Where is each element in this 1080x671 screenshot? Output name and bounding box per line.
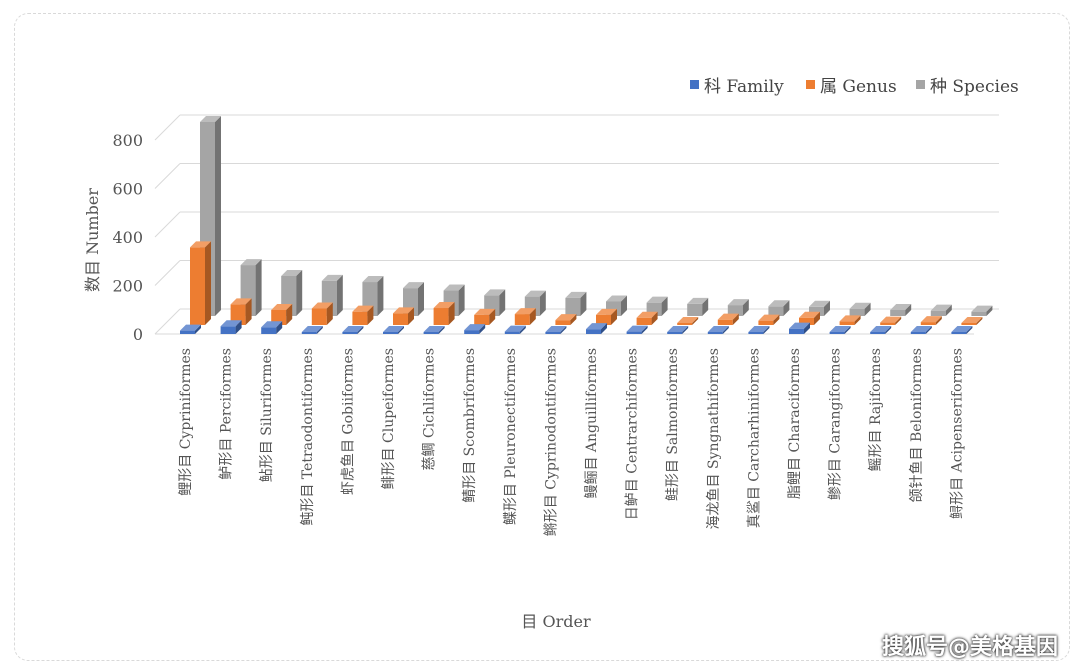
bar-0-5 xyxy=(383,326,404,334)
bar-1-17 xyxy=(880,316,902,325)
legend-swatch xyxy=(916,80,925,89)
bar-2-15 xyxy=(809,300,830,316)
bar-0-2 xyxy=(261,321,283,334)
x-axis-title: 目 Order xyxy=(521,612,591,631)
y-tick-600: 600 xyxy=(112,180,143,199)
x-tick-0: 鲤形目 Cypriniformes xyxy=(178,348,194,496)
x-tick-16: 鲹形目 Carangiformes xyxy=(828,348,844,500)
bar-0-13 xyxy=(707,326,729,334)
bar-0-17 xyxy=(870,326,892,334)
legend-item-0: 科 Family xyxy=(690,77,784,97)
legend-swatch xyxy=(806,80,815,89)
x-tick-15: 脂鲤目 Characiformes xyxy=(787,348,803,499)
x-category-labels: 鲤形目 Cypriniformes 鲈形目 Perciformes 鲇形目 Silu… xyxy=(178,348,965,536)
x-tick-7: 鲭形目 Scombriformes xyxy=(462,348,478,503)
legend-item-1: 属 Genus xyxy=(806,77,897,97)
bar-1-7 xyxy=(474,308,496,325)
y-axis-title: 数目 Number xyxy=(83,188,102,292)
bar-0-14 xyxy=(748,326,770,334)
bar-2-17 xyxy=(890,303,912,316)
bar-1-13 xyxy=(717,313,739,325)
bar-1-6 xyxy=(433,302,455,325)
bar-2-5 xyxy=(403,282,424,316)
gridline-side-400 xyxy=(154,211,181,238)
bar-2-18 xyxy=(930,304,952,316)
bar-2-16 xyxy=(849,302,871,316)
bar-1-10 xyxy=(596,308,617,325)
bar-1-12 xyxy=(677,317,699,325)
bar-1-19 xyxy=(961,317,983,325)
bar-2-19 xyxy=(971,305,993,316)
gridline-side-200 xyxy=(154,260,181,286)
legend: 科 Family 属 Genus 种 Species xyxy=(690,77,1019,97)
bar-1-3 xyxy=(311,302,333,325)
x-tick-18: 颌针鱼目 Beloniformes xyxy=(908,348,925,502)
legend-label: 种 Species xyxy=(930,77,1019,97)
bar-0-19 xyxy=(951,326,973,334)
bar-0-18 xyxy=(910,326,932,334)
y-tick-800: 800 xyxy=(112,131,143,150)
bar-1-0 xyxy=(190,241,211,325)
bar-2-13 xyxy=(727,299,749,316)
bar-1-4 xyxy=(352,305,374,325)
bar-2-14 xyxy=(768,300,790,316)
x-tick-1: 鲈形目 Perciformes xyxy=(219,348,235,480)
bar-0-3 xyxy=(301,326,323,334)
bar-1-1 xyxy=(230,298,252,325)
legend-item-2: 种 Species xyxy=(916,77,1019,97)
bar-0-8 xyxy=(504,325,526,334)
x-tick-6: 慈鲷 Cichliformes xyxy=(422,348,438,471)
bar-0-0 xyxy=(180,324,201,334)
bar-1-18 xyxy=(920,316,942,325)
x-tick-4: 虾虎鱼目 Gobiiformes xyxy=(339,348,356,495)
x-tick-10: 鳗鲡目 Anguilliformes xyxy=(584,348,600,499)
x-tick-2: 鲇形目 Siluriformes xyxy=(259,348,275,482)
x-tick-3: 鲀形目 Tetraodontiformes xyxy=(300,348,316,526)
x-tick-11: 日鲈目 Centrarchiformes xyxy=(625,348,641,520)
x-tick-8: 鲽形目 Pleuronectiformes xyxy=(503,348,519,525)
bar-1-16 xyxy=(839,315,861,325)
chart-frame xyxy=(14,13,1070,661)
bar-0-10 xyxy=(586,323,607,334)
x-tick-19: 鲟形目 Acipenseriformes xyxy=(949,348,965,519)
bar-1-5 xyxy=(393,307,414,325)
y-tick-labels: 0 200 400 600 800 xyxy=(112,131,143,344)
bars xyxy=(180,116,993,334)
x-tick-12: 鲑形目 Salmoniformes xyxy=(665,348,681,501)
y-tick-200: 200 xyxy=(112,277,143,296)
bar-1-15 xyxy=(799,311,820,325)
bar-0-16 xyxy=(829,326,851,334)
x-tick-9: 鳉形目 Cyprinodontiformes xyxy=(542,348,559,536)
bar-0-15 xyxy=(789,322,810,334)
bar-1-8 xyxy=(514,308,536,325)
bar-1-14 xyxy=(758,314,780,325)
gridline-side-800 xyxy=(154,114,181,141)
bar-0-6 xyxy=(423,326,445,334)
legend-label: 属 Genus xyxy=(820,77,897,97)
bar-2-9 xyxy=(565,291,587,316)
bar-0-4 xyxy=(342,326,364,334)
x-tick-5: 鲱形目 Clupeiformes xyxy=(381,348,397,489)
bar-0-1 xyxy=(220,320,242,334)
y-tick-400: 400 xyxy=(112,228,143,247)
gridline-side-600 xyxy=(154,163,181,189)
gridline-side-0 xyxy=(154,308,181,335)
bar-0-12 xyxy=(667,326,689,334)
watermark: 搜狐号@美格基因 xyxy=(881,635,1058,660)
bar-2-12 xyxy=(687,297,709,316)
bar-2-1 xyxy=(240,259,262,316)
x-tick-14: 真鲨目 Carcharhiniformes xyxy=(746,348,762,528)
x-tick-17: 鳐形目 Rajiformes xyxy=(868,348,884,472)
bar-0-7 xyxy=(464,324,486,334)
bar-1-9 xyxy=(555,314,577,325)
bar-1-11 xyxy=(636,311,658,325)
bar-0-11 xyxy=(626,325,648,334)
legend-label: 科 Family xyxy=(704,77,784,97)
legend-swatch xyxy=(690,80,699,89)
bar-0-9 xyxy=(545,326,567,334)
y-tick-0: 0 xyxy=(133,325,143,344)
x-tick-13: 海龙鱼目 Syngnathiformes xyxy=(705,348,722,529)
